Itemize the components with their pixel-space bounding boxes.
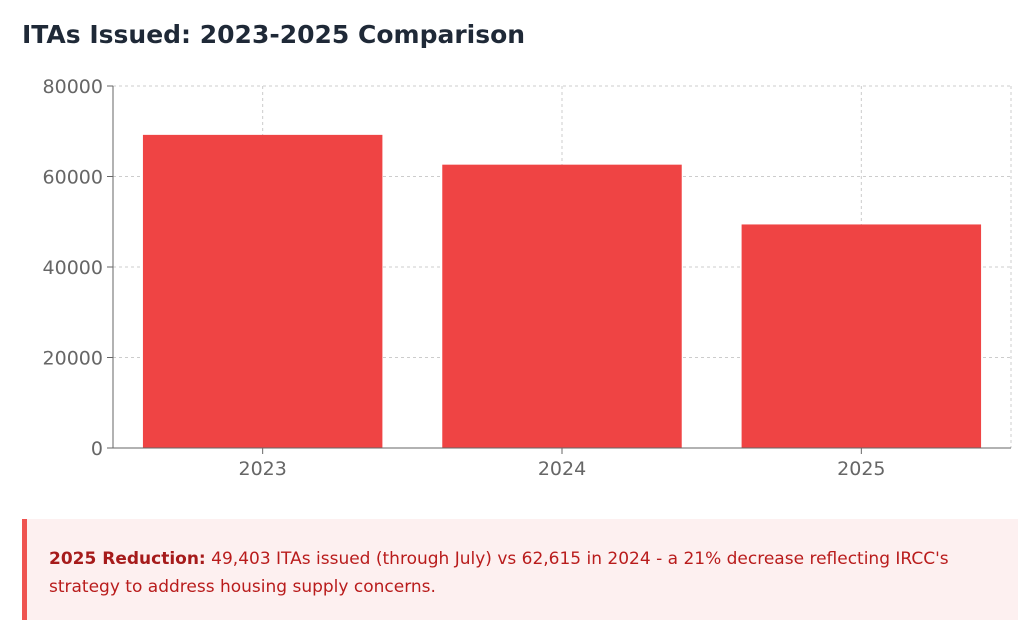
y-tick-label: 0	[91, 438, 103, 460]
y-tick-label: 80000	[43, 76, 103, 98]
page-title: ITAs Issued: 2023-2025 Comparison	[22, 20, 526, 49]
y-tick-label: 20000	[43, 348, 103, 370]
x-tick-label: 2024	[538, 458, 586, 480]
x-tick-label: 2025	[837, 458, 885, 480]
bar-2024	[442, 164, 682, 449]
bar-2025	[741, 224, 982, 448]
callout-label: 2025 Reduction:	[49, 549, 206, 569]
bar-2023	[142, 134, 383, 448]
callout-text: 49,403 ITAs issued (through July) vs 62,…	[49, 549, 949, 597]
reduction-callout: 2025 Reduction: 49,403 ITAs issued (thro…	[22, 519, 1018, 620]
x-tick-label: 2023	[238, 458, 286, 480]
y-tick-label: 60000	[43, 167, 103, 189]
bar-chart: 0 20000 40000 60000 80000 2023 2024 2025	[43, 76, 1012, 480]
y-tick-label: 40000	[43, 257, 103, 279]
